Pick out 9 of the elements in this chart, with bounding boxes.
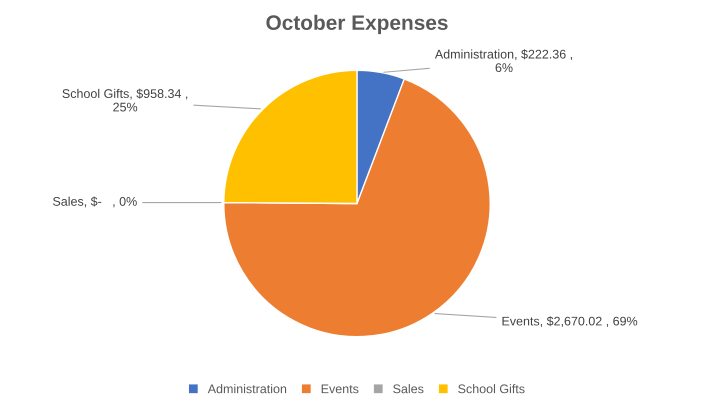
- data-label: School Gifts, $958.34 , 25%: [62, 88, 188, 112]
- chart-title: October Expenses: [266, 14, 448, 34]
- legend-label: Events: [322, 384, 358, 394]
- legend-label: Administration: [208, 384, 286, 394]
- data-label: Events, $2,670.02 , 69%: [502, 316, 638, 328]
- legend-label: School Gifts: [458, 384, 525, 394]
- data-label: Administration, $222.36 , 6%: [434, 49, 572, 72]
- legend-label: Sales: [393, 384, 424, 394]
- text: Sales, $- , 0%: [53, 196, 137, 208]
